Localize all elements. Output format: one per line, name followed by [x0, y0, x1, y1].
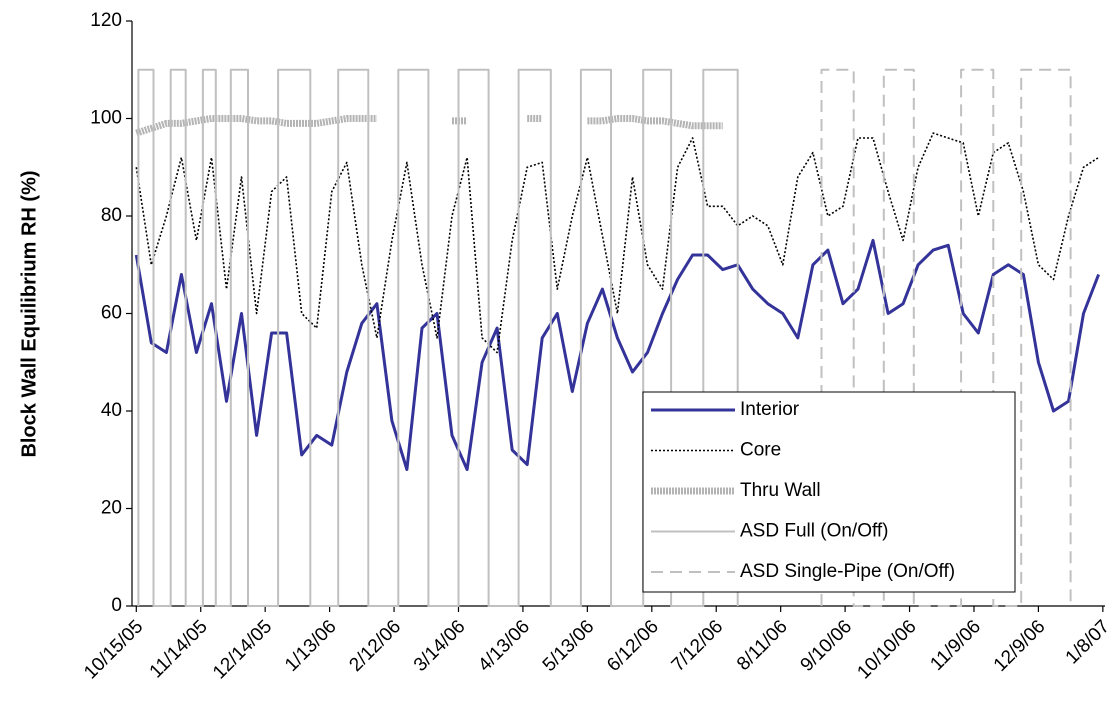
y-tick-label: 80 [101, 205, 122, 226]
y-tick-label: 0 [111, 595, 122, 616]
series-line [820, 68, 1072, 607]
x-tick-label: 12/14/05 [209, 616, 276, 683]
x-tick-label: 4/13/06 [474, 616, 534, 676]
y-tick-label: 40 [101, 400, 122, 421]
series-line [137, 68, 739, 607]
x-tick-label: 6/12/06 [603, 616, 663, 676]
x-tick-label: 10/10/06 [853, 616, 920, 683]
x-tick-label: 2/12/06 [345, 616, 405, 676]
x-tick-label: 3/14/06 [410, 616, 470, 676]
series-line [135, 115, 723, 137]
x-tick-label: 12/9/06 [990, 616, 1050, 676]
x-tick-label: 10/15/05 [80, 616, 147, 683]
y-tick-label: 120 [90, 10, 122, 31]
x-tick-label: 1/8/07 [1062, 616, 1114, 668]
x-tick-label: 8/11/06 [733, 616, 792, 675]
x-tick-label: 7/12/06 [668, 616, 728, 676]
y-tick-label: 100 [90, 108, 122, 129]
legend-label: Thru Wall [740, 480, 821, 501]
x-tick-label: 9/10/06 [797, 616, 857, 676]
x-tick-label: 5/13/06 [539, 616, 599, 676]
legend-label: ASD Single-Pipe (On/Off) [740, 561, 955, 582]
y-tick-label: 60 [101, 303, 122, 324]
x-tick-label: 1/13/06 [281, 616, 341, 676]
series-line [135, 132, 1100, 354]
legend-label: Core [740, 440, 781, 461]
y-tick-label: 20 [101, 498, 122, 519]
y-axis-label: Block Wall Equilibrium RH (%) [18, 170, 40, 457]
x-tick-label: 11/9/06 [926, 616, 985, 675]
series-line [134, 238, 1100, 471]
x-tick-label: 11/14/05 [146, 616, 212, 682]
legend-label: Interior [740, 399, 800, 420]
legend-label: ASD Full (On/Off) [740, 521, 889, 542]
